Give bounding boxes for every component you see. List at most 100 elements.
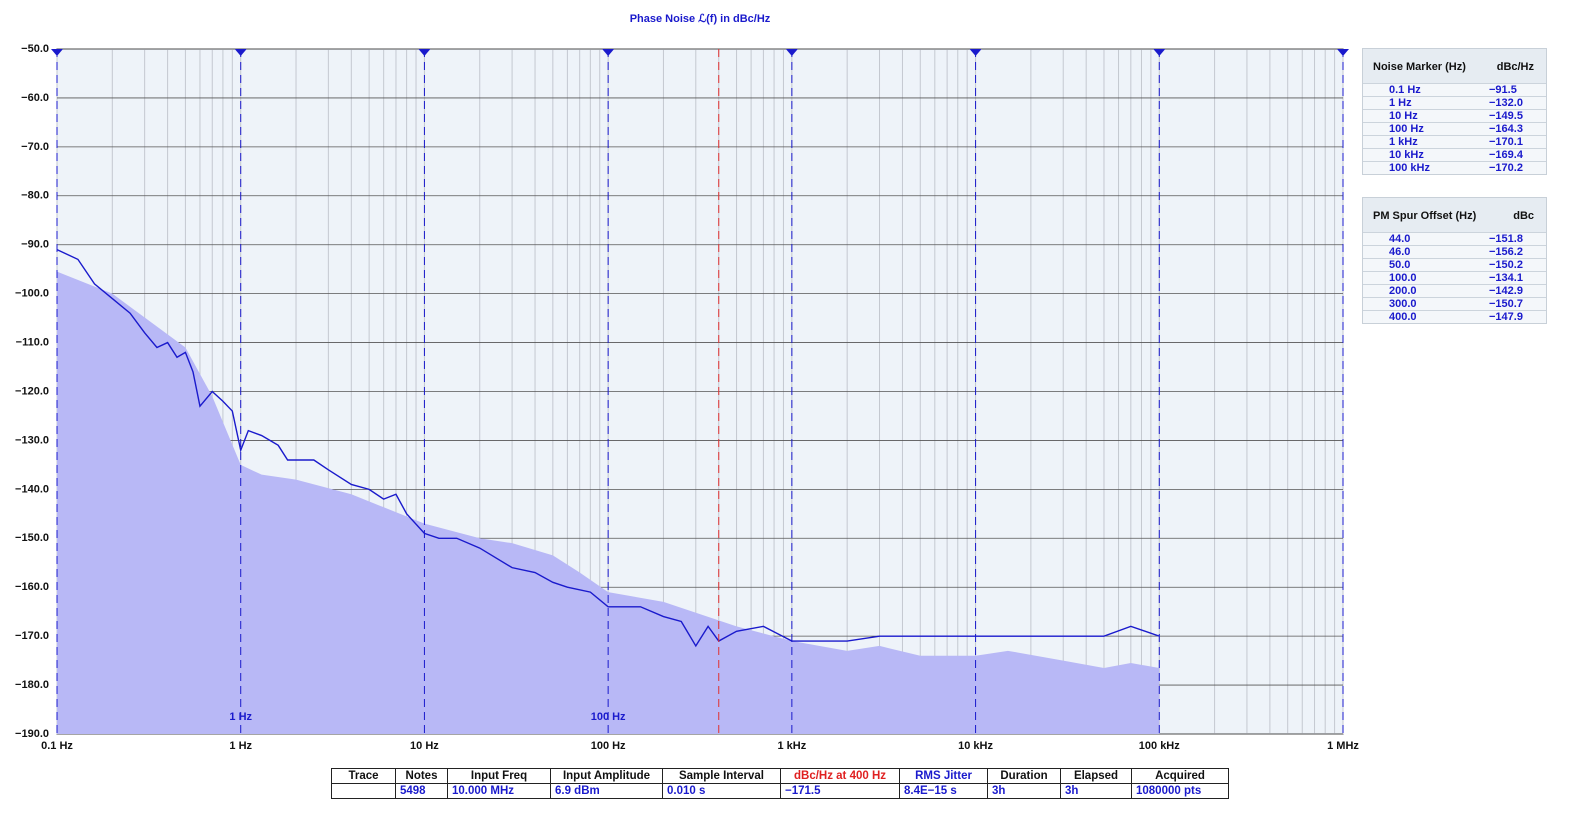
y-tick-label: −190.0 xyxy=(15,728,49,740)
header-cell: PM Spur Offset (Hz) xyxy=(1373,210,1477,222)
noise-marker-table: Noise Marker (Hz) dBc/Hz 0.1 Hz −91.5 1 Hz −1… xyxy=(1362,48,1547,175)
cell: −156.2 xyxy=(1489,246,1523,258)
header-cell: dBc xyxy=(1513,210,1534,222)
cell: 0.1 Hz xyxy=(1389,84,1421,96)
header-cell: dBc/Hz xyxy=(1496,61,1534,73)
cell: −149.5 xyxy=(1489,110,1523,122)
y-tick-label: −90.0 xyxy=(21,239,49,251)
cell: −169.4 xyxy=(1489,149,1523,161)
chart-title: Phase Noise ℒ(f) in dBc/Hz xyxy=(630,13,771,25)
header-row: Trace Notes Input Freq Input Amplitude Sampl… xyxy=(331,768,1229,784)
x-tick-label: 10 kHz xyxy=(958,740,993,752)
cell: 10.000 MHz xyxy=(447,783,551,799)
header-cell: Duration xyxy=(987,768,1061,784)
marker-triangle xyxy=(234,49,247,56)
cell: 1080000 pts xyxy=(1131,783,1229,799)
cell: 400.0 xyxy=(1389,311,1417,323)
cell: 3h xyxy=(1060,783,1132,799)
table-row: 100 kHz −170.2 xyxy=(1363,161,1546,174)
y-tick-label: −100.0 xyxy=(15,288,49,300)
header-cell: dBc/Hz at 400 Hz xyxy=(780,768,900,784)
table-row: 400.0 −147.9 xyxy=(1363,310,1546,323)
cell: 100 kHz xyxy=(1389,162,1430,174)
x-tick-label: 1 MHz xyxy=(1327,740,1359,752)
table-row: 10 kHz −169.4 xyxy=(1363,148,1546,161)
marker-triangle xyxy=(51,49,63,56)
y-tick-label: −130.0 xyxy=(15,434,49,446)
spur-table: PM Spur Offset (Hz) dBc 44.0 −151.8 46.0 −156… xyxy=(1362,197,1547,324)
table-row: 1 Hz −132.0 xyxy=(1363,96,1546,109)
header-cell: Input Freq xyxy=(447,768,551,784)
y-tick-label: −180.0 xyxy=(15,679,49,691)
header-cell: Notes xyxy=(395,768,448,784)
cell: −150.7 xyxy=(1489,298,1523,310)
cell: −170.1 xyxy=(1489,136,1523,148)
cell: 10 Hz xyxy=(1389,110,1418,122)
cell: 100.0 xyxy=(1389,272,1417,284)
y-tick-label: −120.0 xyxy=(15,385,49,397)
cell: −132.0 xyxy=(1489,97,1523,109)
area xyxy=(57,271,1160,734)
y-tick-label: −60.0 xyxy=(21,92,49,104)
header-cell: Trace xyxy=(331,768,396,784)
cell: 10 kHz xyxy=(1389,149,1424,161)
y-tick-label: −160.0 xyxy=(15,581,49,593)
x-tick-label: 0.1 Hz xyxy=(41,740,73,752)
table-row: 1 kHz −170.1 xyxy=(1363,135,1546,148)
cell: −170.2 xyxy=(1489,162,1523,174)
x-tick-label: 100 kHz xyxy=(1139,740,1180,752)
table-row: 200.0 −142.9 xyxy=(1363,284,1546,297)
cell: 46.0 xyxy=(1389,246,1411,258)
y-tick-label: −110.0 xyxy=(16,336,49,348)
x-tick-label: 10 Hz xyxy=(410,740,439,752)
marker-triangle xyxy=(785,49,798,56)
table-row: 46.0 −156.2 xyxy=(1363,245,1546,258)
summary-table: Trace Notes Input Freq Input Amplitude Sampl… xyxy=(331,768,1229,799)
y-tick-label: −80.0 xyxy=(21,190,49,202)
cell: 50.0 xyxy=(1389,259,1411,271)
marker-triangle xyxy=(418,49,431,56)
marker-triangle xyxy=(1153,49,1166,56)
table-row: 50.0 −150.2 xyxy=(1363,258,1546,271)
table-header: PM Spur Offset (Hz) dBc xyxy=(1363,198,1546,232)
y-tick-label: −150.0 xyxy=(15,532,49,544)
cell: 5498 xyxy=(395,783,448,799)
marker-triangle xyxy=(1337,49,1349,56)
header-cell: RMS Jitter xyxy=(899,768,988,784)
cell: 100 Hz xyxy=(1389,123,1424,135)
x-tick-label: 1 Hz xyxy=(229,740,252,752)
cell: 44.0 xyxy=(1389,233,1411,245)
y-tick-label: −50.0 xyxy=(21,43,49,55)
table-row: 44.0 −151.8 xyxy=(1363,232,1546,245)
y-tick-label: −140.0 xyxy=(15,483,49,495)
table-row: 100.0 −134.1 xyxy=(1363,271,1546,284)
table-row: 300.0 −150.7 xyxy=(1363,297,1546,310)
header-cell: Acquired xyxy=(1131,768,1229,784)
cell: −171.5 xyxy=(780,783,900,799)
cell xyxy=(331,783,396,799)
cell: −151.8 xyxy=(1489,233,1523,245)
value-row: 5498 10.000 MHz 6.9 dBm 0.010 s −171.5 8.4E−1… xyxy=(331,783,1229,799)
trace-line xyxy=(56,248,1160,648)
cell: 0.010 s xyxy=(662,783,781,799)
marker-triangle xyxy=(969,49,982,56)
cell: −142.9 xyxy=(1489,285,1523,297)
cell: −134.1 xyxy=(1489,272,1523,284)
x-tick-label: 100 Hz xyxy=(591,740,626,752)
y-tick-label: −170.0 xyxy=(15,630,49,642)
chart: Phase Noise ℒ(f) in dBc/Hz 0.1 Hz 1 Hz 10 … xyxy=(15,13,1359,752)
header-cell: Input Amplitude xyxy=(550,768,663,784)
header-cell: Noise Marker (Hz) xyxy=(1373,61,1466,73)
table-row: 100 Hz −164.3 xyxy=(1363,122,1546,135)
table-row: 0.1 Hz −91.5 xyxy=(1363,83,1546,96)
x-tick-label: 1 kHz xyxy=(777,740,806,752)
header-cell: Sample Interval xyxy=(662,768,781,784)
cell: 1 Hz xyxy=(1389,97,1412,109)
table-row: 10 Hz −149.5 xyxy=(1363,109,1546,122)
cell: −147.9 xyxy=(1489,311,1523,323)
table-header: Noise Marker (Hz) dBc/Hz xyxy=(1363,49,1546,83)
cell: −150.2 xyxy=(1489,259,1523,271)
y-tick-label: −70.0 xyxy=(21,141,49,153)
cell: 8.4E−15 s xyxy=(899,783,988,799)
